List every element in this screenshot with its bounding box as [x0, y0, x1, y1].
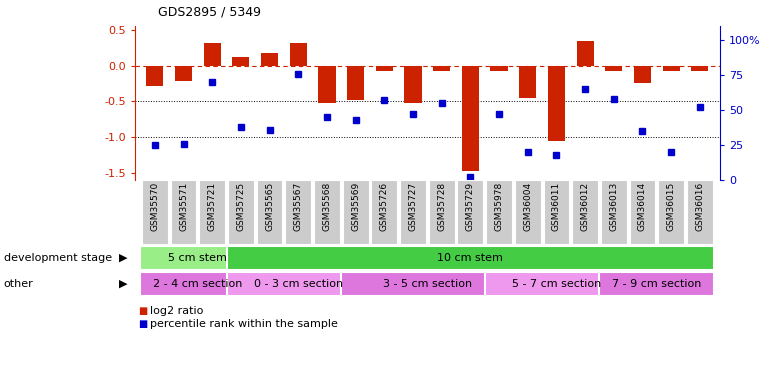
Text: GSM35726: GSM35726 — [380, 182, 389, 231]
FancyBboxPatch shape — [199, 180, 225, 244]
FancyBboxPatch shape — [600, 272, 715, 296]
Text: 2 - 4 cm section: 2 - 4 cm section — [153, 279, 243, 289]
Bar — [261, 53, 278, 66]
Bar — [290, 43, 307, 66]
FancyBboxPatch shape — [515, 180, 541, 244]
Text: GSM35721: GSM35721 — [208, 182, 216, 231]
Text: GDS2895 / 5349: GDS2895 / 5349 — [158, 6, 261, 19]
FancyBboxPatch shape — [544, 180, 569, 244]
Text: GSM36011: GSM36011 — [552, 182, 561, 231]
Bar — [233, 57, 249, 66]
Text: GSM35729: GSM35729 — [466, 182, 475, 231]
FancyBboxPatch shape — [171, 180, 196, 244]
Bar — [634, 66, 651, 84]
FancyBboxPatch shape — [228, 180, 254, 244]
FancyBboxPatch shape — [572, 180, 598, 244]
Bar — [490, 66, 507, 71]
FancyBboxPatch shape — [286, 180, 311, 244]
Bar — [318, 66, 336, 103]
Text: ▶: ▶ — [119, 253, 127, 263]
FancyBboxPatch shape — [630, 180, 655, 244]
Text: development stage: development stage — [4, 253, 112, 263]
Text: GSM35725: GSM35725 — [236, 182, 246, 231]
Text: GSM35728: GSM35728 — [437, 182, 446, 231]
Bar — [376, 66, 393, 71]
FancyBboxPatch shape — [256, 180, 283, 244]
Text: log2 ratio: log2 ratio — [150, 306, 203, 316]
Text: GSM35727: GSM35727 — [409, 182, 417, 231]
Bar — [662, 66, 680, 71]
Bar — [146, 66, 163, 86]
Bar — [347, 66, 364, 100]
Text: 3 - 5 cm section: 3 - 5 cm section — [383, 279, 472, 289]
Bar — [175, 66, 192, 81]
FancyBboxPatch shape — [314, 180, 340, 244]
Text: GSM36014: GSM36014 — [638, 182, 647, 231]
Text: 10 cm stem: 10 cm stem — [437, 253, 504, 263]
Text: GSM35569: GSM35569 — [351, 182, 360, 231]
Text: GSM35978: GSM35978 — [494, 182, 504, 231]
FancyBboxPatch shape — [429, 180, 454, 244]
Text: GSM36013: GSM36013 — [609, 182, 618, 231]
Bar — [404, 66, 422, 103]
Text: GSM36004: GSM36004 — [524, 182, 532, 231]
FancyBboxPatch shape — [457, 180, 484, 244]
Text: GSM36012: GSM36012 — [581, 182, 590, 231]
Bar — [433, 66, 450, 71]
Text: GSM35567: GSM35567 — [294, 182, 303, 231]
Text: GSM36016: GSM36016 — [695, 182, 705, 231]
Bar — [691, 66, 708, 71]
FancyBboxPatch shape — [687, 180, 713, 244]
FancyBboxPatch shape — [226, 246, 715, 270]
Text: other: other — [4, 279, 34, 289]
Bar — [577, 40, 594, 66]
FancyBboxPatch shape — [341, 272, 514, 296]
Text: ■: ■ — [139, 320, 148, 329]
Text: 5 - 7 cm section: 5 - 7 cm section — [512, 279, 601, 289]
Text: GSM35570: GSM35570 — [150, 182, 159, 231]
FancyBboxPatch shape — [601, 180, 627, 244]
FancyBboxPatch shape — [140, 246, 255, 270]
Text: GSM35565: GSM35565 — [265, 182, 274, 231]
Bar — [462, 66, 479, 171]
Text: GSM35571: GSM35571 — [179, 182, 188, 231]
Bar — [519, 66, 537, 98]
Text: GSM36015: GSM36015 — [667, 182, 676, 231]
Text: 0 - 3 cm section: 0 - 3 cm section — [253, 279, 343, 289]
Text: GSM35568: GSM35568 — [323, 182, 331, 231]
Text: ■: ■ — [139, 306, 148, 316]
Bar — [605, 66, 622, 71]
Text: percentile rank within the sample: percentile rank within the sample — [150, 320, 338, 329]
Text: 5 cm stem: 5 cm stem — [169, 253, 227, 263]
FancyBboxPatch shape — [226, 272, 370, 296]
FancyBboxPatch shape — [142, 180, 168, 244]
FancyBboxPatch shape — [400, 180, 426, 244]
FancyBboxPatch shape — [485, 272, 628, 296]
Text: 7 - 9 cm section: 7 - 9 cm section — [612, 279, 701, 289]
Bar — [203, 43, 221, 66]
FancyBboxPatch shape — [486, 180, 512, 244]
Text: ▶: ▶ — [119, 279, 127, 289]
FancyBboxPatch shape — [140, 272, 255, 296]
FancyBboxPatch shape — [658, 180, 684, 244]
Bar — [547, 66, 565, 141]
FancyBboxPatch shape — [371, 180, 397, 244]
FancyBboxPatch shape — [343, 180, 369, 244]
